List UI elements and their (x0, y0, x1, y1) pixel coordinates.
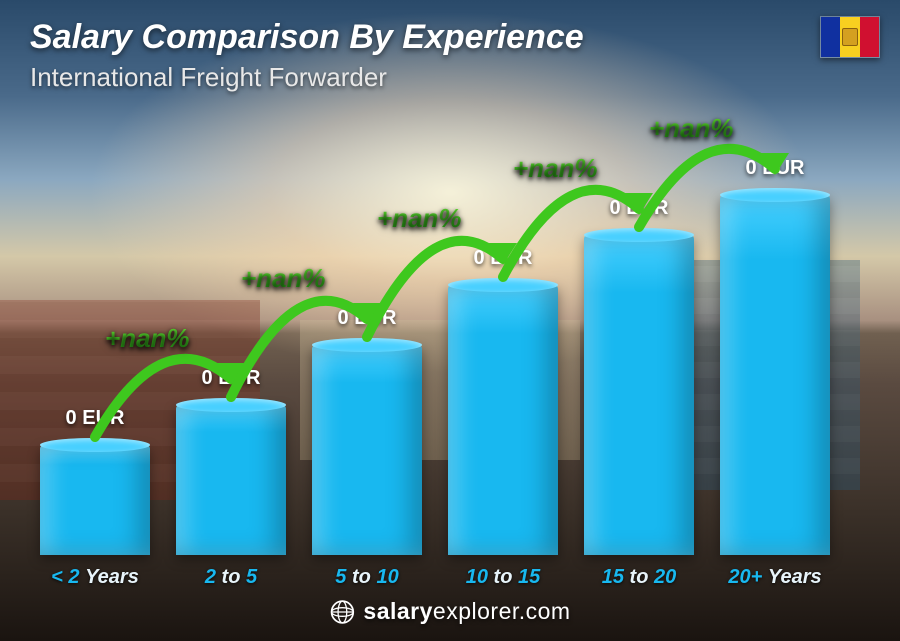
bar-value-label: 0 EUR (746, 157, 805, 180)
flag-stripe-1 (821, 17, 840, 57)
pct-increase-label: +nan% (649, 113, 734, 144)
bar-rect: 0 EUR (176, 405, 286, 555)
bar-3: 0 EUR10 to 15 (448, 285, 558, 555)
bar-category-label: < 2 Years (51, 566, 139, 589)
bar-top-ellipse (312, 338, 422, 352)
bar-chart: 0 EUR< 2 Years0 EUR2 to 5 +nan% 0 EUR5 to … (40, 115, 860, 555)
bar-category-label: 20+ Years (728, 566, 821, 589)
pct-increase-label: +nan% (241, 263, 326, 294)
bar-rect: 0 EUR (40, 445, 150, 555)
chart-subtitle: International Freight Forwarder (30, 62, 387, 93)
bar-top-ellipse (176, 398, 286, 412)
infographic-stage: Salary Comparison By Experience Internat… (0, 0, 900, 641)
bar-value-label: 0 EUR (202, 367, 261, 390)
chart-title: Salary Comparison By Experience (30, 18, 584, 57)
bar-value-label: 0 EUR (66, 407, 125, 430)
pct-increase-label: +nan% (105, 323, 190, 354)
pct-increase-label: +nan% (377, 203, 462, 234)
bar-0: 0 EUR< 2 Years (40, 445, 150, 555)
bar-top-ellipse (40, 438, 150, 452)
bar-4: 0 EUR15 to 20 (584, 235, 694, 555)
bar-category-label: 2 to 5 (205, 566, 257, 589)
bar-value-label: 0 EUR (610, 197, 669, 220)
bar-top-ellipse (584, 228, 694, 242)
bar-top-ellipse (720, 188, 830, 202)
bar-value-label: 0 EUR (474, 247, 533, 270)
brand-text: salaryexplorer.com (363, 598, 570, 625)
bar-rect: 0 EUR (720, 195, 830, 555)
bar-rect: 0 EUR (448, 285, 558, 555)
bar-category-label: 10 to 15 (466, 566, 541, 589)
flag-crest (842, 28, 858, 46)
bar-2: 0 EUR5 to 10 (312, 345, 422, 555)
bar-top-ellipse (448, 278, 558, 292)
bar-5: 0 EUR20+ Years (720, 195, 830, 555)
bar-rect: 0 EUR (584, 235, 694, 555)
bar-1: 0 EUR2 to 5 (176, 405, 286, 555)
flag-stripe-3 (860, 17, 879, 57)
country-flag-andorra (820, 16, 880, 58)
bar-category-label: 5 to 10 (335, 566, 398, 589)
pct-increase-label: +nan% (513, 153, 598, 184)
bar-rect: 0 EUR (312, 345, 422, 555)
bar-value-label: 0 EUR (338, 307, 397, 330)
bar-category-label: 15 to 20 (602, 566, 677, 589)
brand-watermark: salaryexplorer.com (329, 598, 570, 625)
globe-icon (329, 599, 355, 625)
